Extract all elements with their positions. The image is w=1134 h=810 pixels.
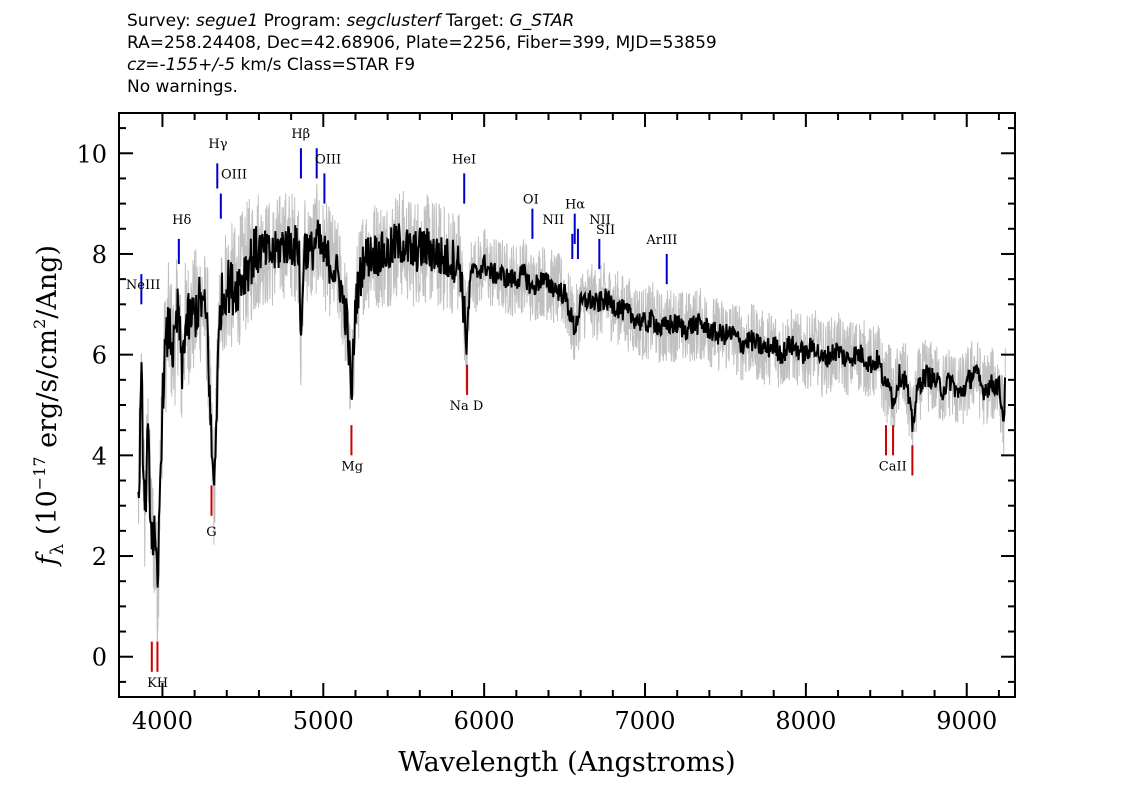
x-tick-label: 7000: [614, 707, 675, 735]
y-tick-label: 4: [92, 442, 107, 470]
line-label-h: Hδ: [172, 213, 191, 228]
line-label-ariii: ArIII: [645, 233, 677, 248]
x-tick-label: 5000: [293, 707, 354, 735]
header-line-coords: RA=258.24408, Dec=42.68906, Plate=2256, …: [127, 33, 717, 53]
spectral-line-markers: [140, 148, 914, 672]
line-label-oi: OI: [523, 193, 539, 208]
line-label-neiii: NeIII: [126, 278, 160, 293]
target-value: G_STAR: [509, 11, 575, 31]
y-tick-label: 8: [92, 241, 107, 269]
spectrum-header: Survey: segue1 Program: segclusterf Targ…: [127, 10, 717, 98]
x-tick-label: 9000: [936, 707, 997, 735]
cz-value: cz=-155+/-5: [127, 55, 236, 75]
line-label-nii: NII: [589, 213, 611, 228]
survey-value: segue1: [196, 11, 259, 31]
line-label-oiii: OIII: [315, 152, 341, 167]
flux-series: [137, 219, 1006, 588]
header-line-redshift: cz=-155+/-5 km/s Class=STAR F9: [127, 55, 416, 75]
flux-trace: [137, 219, 1006, 588]
x-tick-label: 8000: [775, 707, 836, 735]
x-axis-title: Wavelength (Angstroms): [398, 747, 735, 778]
line-label-hei: HeI: [452, 152, 476, 167]
x-tick-label: 6000: [454, 707, 515, 735]
y-tick-label: 6: [92, 342, 107, 370]
y-tick-label: 0: [92, 644, 107, 672]
line-label-nad: Na D: [450, 399, 484, 414]
line-label-h: Hγ: [208, 137, 227, 152]
line-label-h: Hβ: [291, 127, 310, 142]
line-label-nii: NII: [542, 213, 564, 228]
axis-ticks: [119, 113, 1015, 697]
program-value: segclusterf: [346, 11, 441, 31]
line-label-kh: KH: [147, 676, 168, 691]
line-label-h: Hα: [565, 198, 585, 213]
y-tick-labels: 0 2 4 6 8 10: [76, 140, 107, 671]
line-label-mg: Mg: [341, 459, 363, 474]
x-tick-labels: 4000 5000 6000 7000 8000 9000: [132, 707, 997, 735]
line-label-oiii: OIII: [221, 167, 247, 182]
y-tick-label: 2: [92, 543, 107, 571]
x-tick-label: 4000: [132, 707, 193, 735]
y-axis-title: fλ (10−17 erg/s/cm2/Ang): [30, 245, 68, 567]
line-label-caii: CaII: [879, 459, 907, 474]
header-line-warnings: No warnings.: [127, 77, 238, 97]
line-label-sii: SII: [596, 223, 615, 238]
y-tick-label: 10: [76, 140, 107, 168]
line-label-g: G: [206, 525, 216, 540]
header-line-survey: Survey: segue1 Program: segclusterf Targ…: [127, 11, 575, 31]
